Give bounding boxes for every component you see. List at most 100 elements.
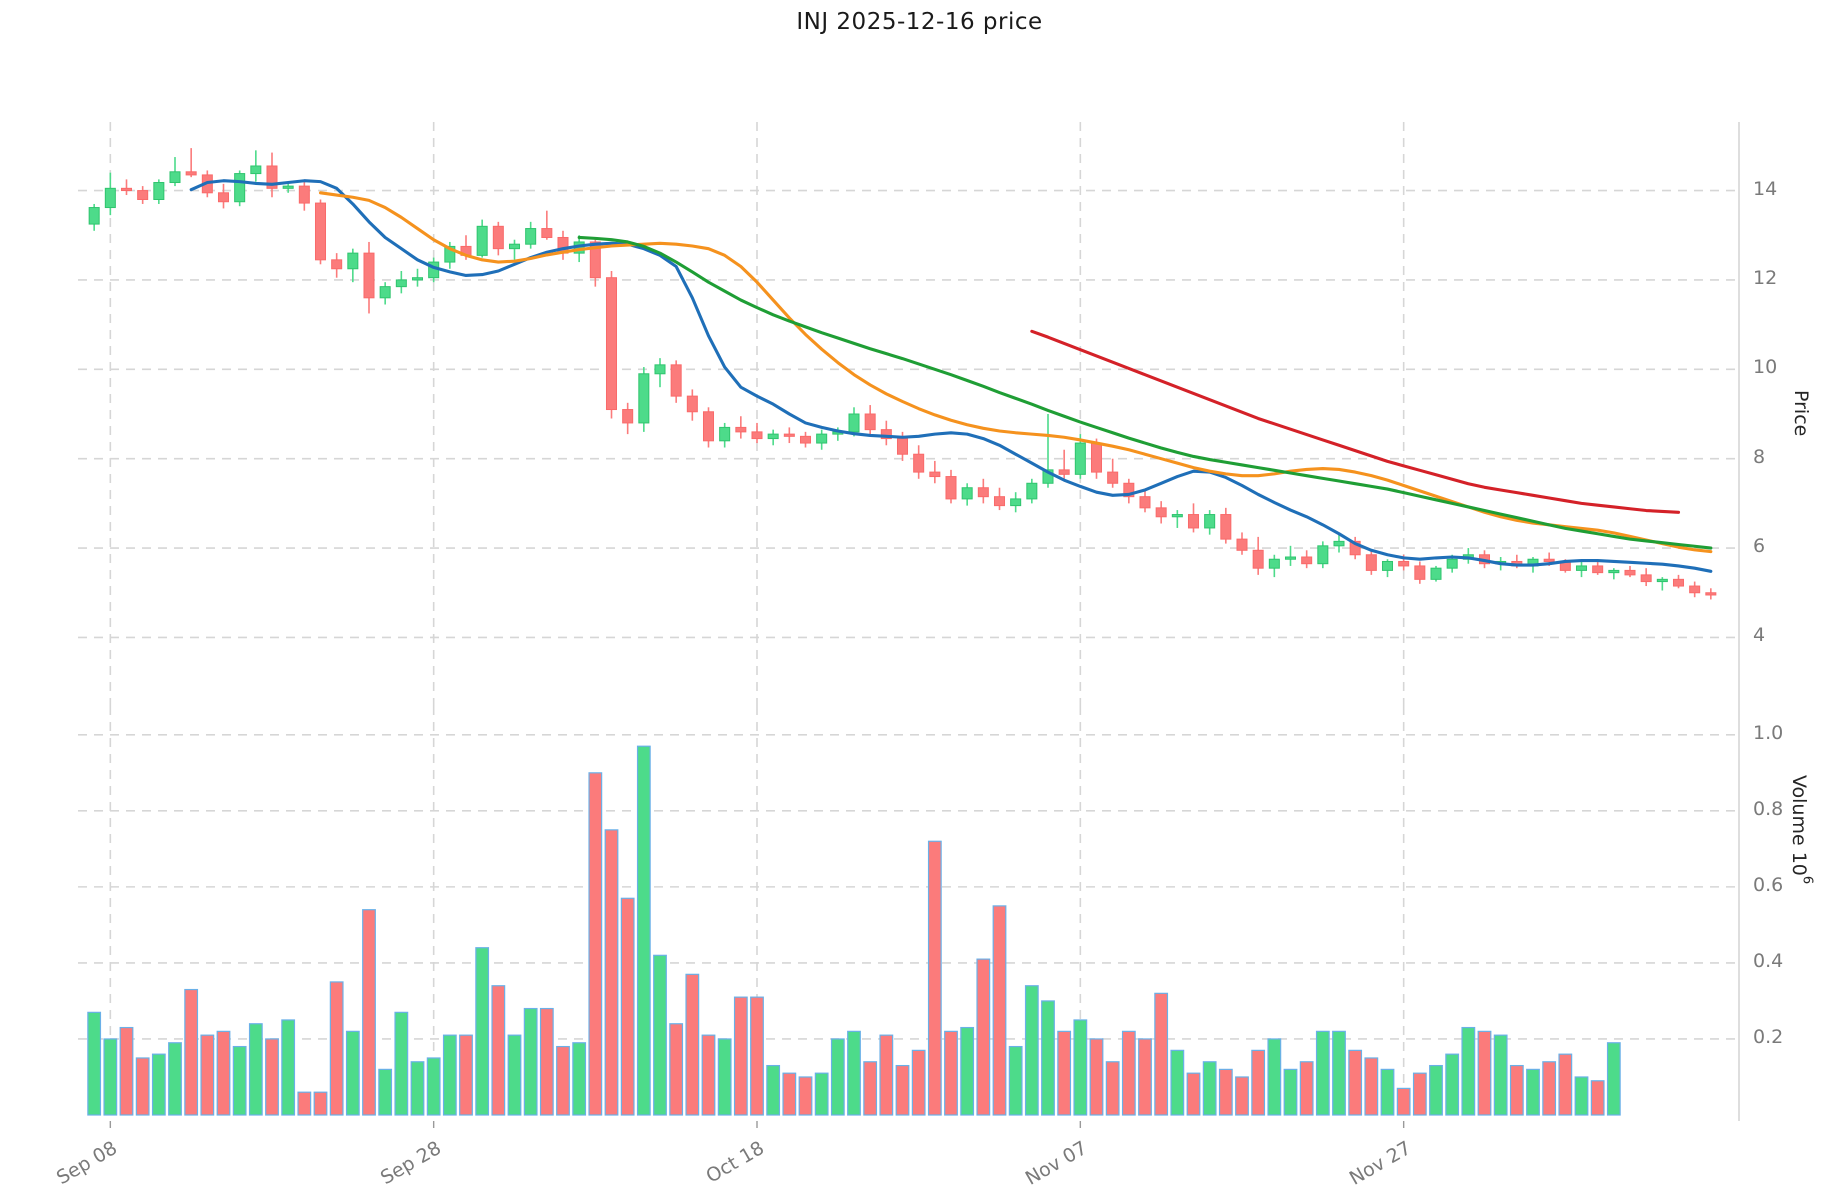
candle-body <box>1139 496 1151 509</box>
volume-bar <box>345 1030 360 1116</box>
candle-body <box>751 431 763 440</box>
volume-tick-label: 0.4 <box>1753 949 1784 972</box>
volume-bar <box>863 1061 878 1116</box>
volume-bar <box>87 1011 102 1116</box>
volume-bar <box>992 905 1007 1116</box>
volume-bar <box>766 1064 781 1116</box>
candle-body <box>1010 498 1022 507</box>
volume-bar <box>1089 1038 1104 1116</box>
price-tick-label: 6 <box>1753 535 1766 558</box>
volume-bar <box>1202 1061 1217 1116</box>
candle-body <box>1705 592 1717 596</box>
volume-bar <box>1267 1038 1282 1116</box>
candle-body <box>1155 507 1167 518</box>
candle-body <box>1543 558 1555 562</box>
candle-body <box>1446 558 1458 569</box>
candle-body <box>622 409 634 424</box>
candle-body <box>848 413 860 433</box>
candle-body <box>234 173 246 203</box>
volume-bar <box>944 1030 958 1116</box>
volume-bar <box>459 1034 473 1116</box>
volume-bar <box>1396 1087 1411 1116</box>
volume-bar <box>1121 1030 1136 1116</box>
volume-bar <box>200 1034 215 1116</box>
candle-body <box>605 277 618 411</box>
candle-body <box>444 245 456 263</box>
candle-body <box>250 165 262 175</box>
volume-bar <box>911 1049 926 1116</box>
volume-bar <box>1380 1068 1395 1116</box>
volume-tick-label: 0.2 <box>1753 1025 1784 1048</box>
volume-bar <box>232 1045 247 1116</box>
candle-body <box>638 373 650 424</box>
ma-line-ma-extra-long <box>1030 329 1681 514</box>
volume-bar <box>847 1030 861 1116</box>
volume-bar <box>1493 1034 1508 1116</box>
volume-bar <box>1008 1045 1023 1116</box>
candle-body <box>913 453 925 473</box>
candle-body <box>654 364 666 375</box>
candle-body <box>492 225 504 250</box>
volume-bar <box>976 958 991 1116</box>
volume-bar <box>669 1023 684 1116</box>
candle-body <box>282 185 294 189</box>
candle-body <box>1592 565 1604 574</box>
volume-tick-label: 0.8 <box>1753 797 1784 820</box>
volume-bar <box>394 1011 409 1116</box>
candle-body <box>670 364 682 397</box>
volume-bar <box>1041 1000 1055 1116</box>
volume-bar <box>1235 1076 1249 1116</box>
candle-body <box>1204 514 1216 529</box>
volume-bar <box>653 954 667 1116</box>
volume-bar <box>1558 1053 1573 1116</box>
candle-body <box>1689 585 1701 594</box>
volume-bar <box>1477 1030 1492 1116</box>
price-tick-label: 10 <box>1753 356 1778 379</box>
price-tick-label: 8 <box>1753 445 1766 468</box>
candle-body <box>1107 471 1119 484</box>
candle-body <box>379 286 391 299</box>
volume-bar <box>168 1042 182 1116</box>
candle-body <box>363 252 375 299</box>
volume-bar <box>1526 1068 1540 1116</box>
volume-bar <box>1251 1049 1266 1116</box>
volume-bar <box>1412 1072 1427 1116</box>
candle-body <box>589 241 601 279</box>
candle-body <box>1090 442 1103 473</box>
candle-body <box>719 426 731 442</box>
volume-bar <box>475 947 490 1116</box>
candle-body <box>783 433 795 437</box>
volume-bar <box>782 1072 797 1116</box>
candle-body <box>1252 549 1264 569</box>
candle-body <box>977 487 989 498</box>
candle-body <box>1123 482 1135 498</box>
candle-body <box>331 259 343 270</box>
candle-body <box>929 471 941 478</box>
gridlines <box>78 122 1739 1121</box>
candle-body <box>1672 578 1685 587</box>
volume-bar <box>1429 1064 1443 1116</box>
candle-body <box>1074 442 1086 475</box>
volume-bar <box>1138 1038 1152 1116</box>
candle-body <box>395 279 407 288</box>
candle-body <box>686 395 698 413</box>
candle-body <box>767 433 779 440</box>
candle-body <box>169 171 181 184</box>
candle-body <box>864 413 876 431</box>
candle-body <box>525 228 537 245</box>
volume-bar <box>297 1091 312 1116</box>
volume-bar <box>572 1042 587 1116</box>
candle-body <box>735 426 747 433</box>
volume-bar <box>1315 1030 1330 1116</box>
volume-bar <box>830 1038 845 1116</box>
volume-bar <box>135 1057 150 1116</box>
volume-bar <box>426 1057 441 1116</box>
volume-bar <box>103 1038 118 1116</box>
volume-bar <box>265 1038 279 1116</box>
volume-bar <box>960 1026 975 1116</box>
volume-bar <box>636 745 651 1116</box>
candle-body <box>1640 574 1652 583</box>
volume-bar <box>620 897 635 1116</box>
volume-bar <box>1606 1042 1621 1116</box>
candle-body <box>880 429 892 440</box>
